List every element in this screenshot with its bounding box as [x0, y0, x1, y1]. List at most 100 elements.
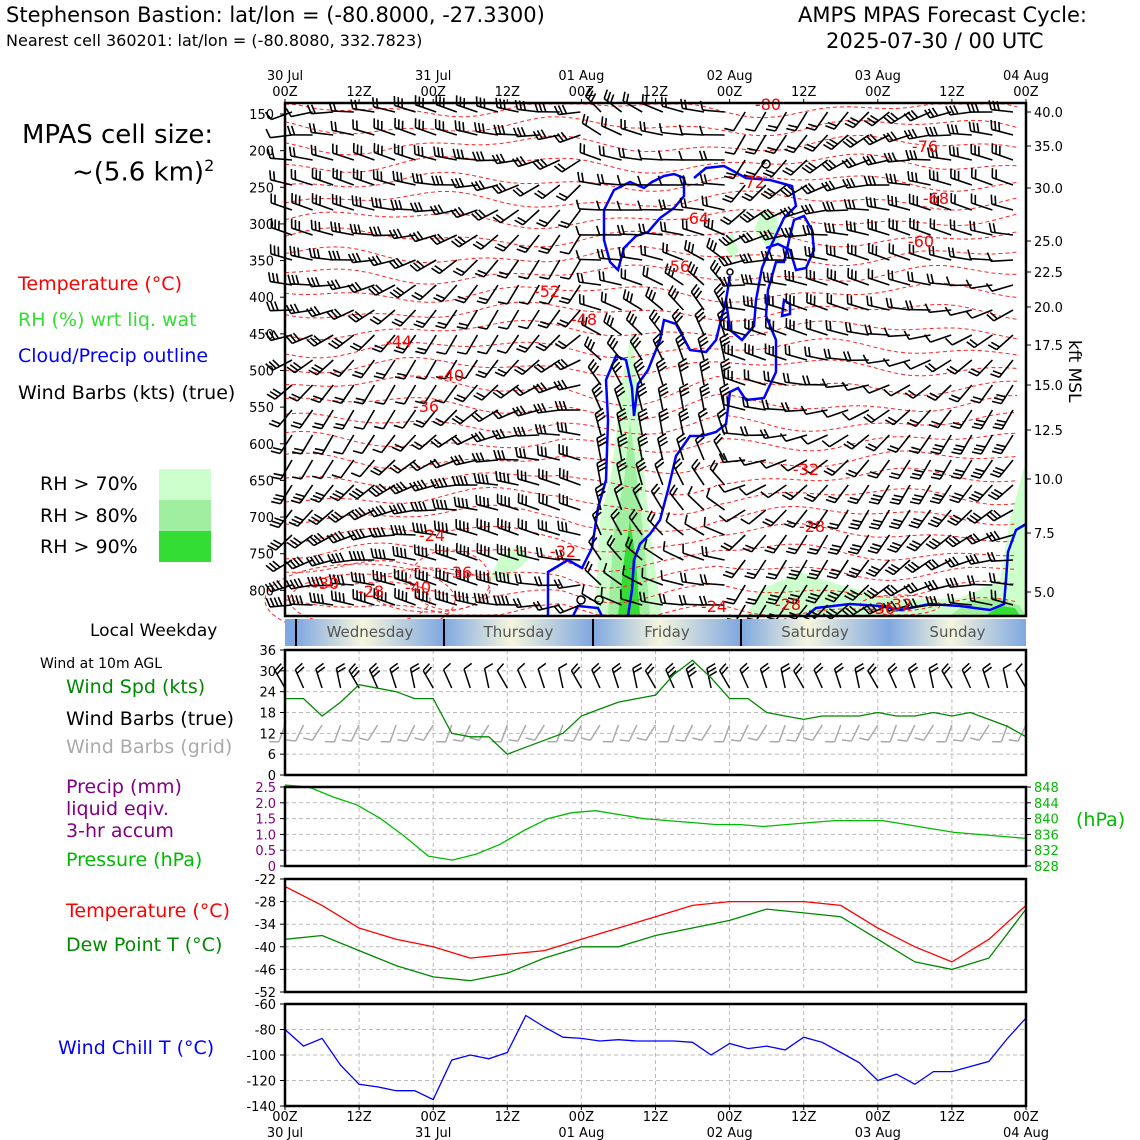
- true-wind-barb-flag: [867, 663, 875, 672]
- top-hour-label: 00Z: [717, 85, 743, 100]
- grid-wind-barb: [406, 724, 416, 742]
- cross-section-wind-barb-flag: [375, 506, 383, 515]
- cross-section-wind-barb-flag: [678, 175, 683, 185]
- cross-section-wind-barb-flag: [299, 595, 304, 605]
- true-wind-barb: [867, 670, 879, 689]
- cross-section-wind-barb-flag: [679, 197, 683, 208]
- cross-section-wind-barb-flag: [870, 497, 881, 502]
- true-wind-barb: [1015, 670, 1027, 689]
- cross-section-wind-barb-flag: [437, 521, 441, 531]
- cross-section-wind-barb-flag: [865, 604, 874, 613]
- cross-section-wind-barb-flag: [271, 520, 282, 526]
- cross-section-wind-barb-flag: [471, 452, 477, 463]
- cross-section-wind-barb-flag: [516, 347, 526, 353]
- altitude-tick-label: 10.0: [1034, 473, 1063, 488]
- cross-section-wind-barb-flag: [933, 595, 938, 606]
- cross-section-wind-barb-flag: [367, 257, 375, 266]
- cross-section-wind-barb: [744, 459, 766, 466]
- cross-section-wind-barb-flag: [334, 511, 343, 519]
- legend-precip-liquid: liquid eqiv.: [66, 798, 169, 820]
- cross-section-wind-barb-flag: [423, 524, 428, 534]
- cross-section-wind-barb-flag: [334, 396, 344, 401]
- cross-section-wind-barb-flag: [479, 452, 485, 462]
- cross-section-wind-barb-flag: [311, 475, 322, 480]
- cross-section-wind-barb-flag: [358, 507, 366, 515]
- cross-section-wind-barb-flag: [414, 291, 424, 298]
- cross-section-wind-barb-flag: [949, 365, 959, 373]
- cross-section-wind-barb-flag: [675, 332, 684, 340]
- cross-section-wind-barb-flag: [950, 124, 955, 134]
- cross-section-wind-barb-flag: [312, 425, 322, 430]
- rh80-swatch: [159, 500, 211, 531]
- altitude-tick-label: 35.0: [1034, 140, 1063, 155]
- cross-section-wind-barb-flag: [473, 394, 483, 401]
- cross-section-wind-barb-flag: [767, 124, 778, 129]
- cross-section-wind-barb-flag: [394, 525, 399, 535]
- cross-section-wind-barb-flag: [634, 486, 643, 495]
- cross-section-wind-barb-flag: [360, 550, 366, 561]
- cross-section-wind-barb-flag: [724, 127, 734, 132]
- cross-section-wind-barb-flag: [821, 182, 828, 192]
- cross-section-wind-barb-flag: [419, 173, 424, 184]
- cross-section-wind-barb-flag: [332, 369, 343, 375]
- cross-section-wind-barb-flag: [586, 338, 593, 349]
- cross-section-wind-barb-flag: [515, 187, 525, 195]
- cross-section-wind-barb-flag: [848, 469, 858, 475]
- cross-section-wind-barb-flag: [847, 592, 857, 599]
- cross-section-wind-barb-flag: [866, 295, 869, 306]
- cross-section-wind-barb-flag: [413, 323, 423, 329]
- cross-section-wind-barb-flag: [712, 262, 719, 272]
- cross-section-wind-barb-flag: [965, 536, 973, 545]
- cross-section-wind-barb-flag: [745, 397, 749, 408]
- cross-section-wind-barb-flag: [617, 411, 627, 419]
- cross-section-wind-barb-flag: [766, 272, 770, 282]
- y-tick-label: 0.5: [255, 844, 276, 859]
- cross-section-wind-barb-flag: [806, 225, 811, 235]
- cross-section-wind-barb: [526, 309, 540, 329]
- cross-section-wind-barb-flag: [389, 291, 399, 299]
- cross-section-wind-barb-flag: [989, 511, 998, 520]
- cross-section-wind-barb-flag: [521, 426, 526, 436]
- cross-section-wind-barb-flag: [787, 185, 796, 193]
- cross-section-wind-barb-flag: [537, 324, 548, 329]
- cross-section-wind-barb-flag: [702, 595, 708, 606]
- temperature-contour: [284, 580, 1018, 604]
- cross-section-wind-barb: [340, 459, 355, 479]
- cross-section-wind-barb-flag: [810, 225, 815, 235]
- cross-section-wind-barb-flag: [561, 104, 568, 114]
- cross-section-wind-barb-flag: [273, 301, 279, 311]
- true-wind-barb: [718, 670, 731, 689]
- cross-section-wind-barb-flag: [334, 279, 341, 289]
- cross-section-wind-barb-flag: [952, 146, 956, 156]
- cross-section-wind-barb-flag: [868, 501, 879, 505]
- cross-section-wind-barb-flag: [738, 487, 747, 496]
- cross-section-wind-barb-flag: [456, 149, 461, 159]
- cross-section-wind-barb-flag: [532, 601, 540, 611]
- cross-section-wind-barb-flag: [292, 147, 296, 157]
- cross-section-wind-barb-flag: [746, 296, 750, 306]
- cross-section-bg: [285, 103, 1026, 616]
- cross-section-wind-barb-flag: [268, 562, 278, 570]
- cross-section-wind-barb-flag: [948, 145, 952, 156]
- cross-section-wind-barb-flag: [950, 475, 961, 480]
- pressure-tick-label: 750: [249, 548, 274, 563]
- cross-section-wind-barb-flag: [495, 214, 505, 222]
- cross-section-wind-barb-flag: [609, 337, 616, 347]
- cross-section-wind-barb-flag: [852, 519, 862, 523]
- bottom-hour-label: 12Z: [643, 1110, 669, 1125]
- true-wind-barb: [537, 668, 546, 689]
- cross-section-wind-barb-flag: [966, 341, 975, 349]
- cross-section-wind-barb-flag: [310, 398, 320, 404]
- cross-section-wind-barb-flag: [383, 572, 387, 583]
- cross-section-wind-barb-flag: [596, 458, 606, 465]
- cross-section-wind-barb-flag: [994, 397, 1004, 402]
- cross-section-wind-barb-flag: [520, 126, 526, 137]
- cross-section-wind-barb-flag: [968, 534, 977, 543]
- cross-section-wind-barb-flag: [990, 119, 993, 130]
- cross-section-wind-barb-flag: [891, 472, 901, 477]
- cross-section-wind-barb-flag: [432, 420, 442, 427]
- cross-section-wind-barb-flag: [658, 383, 668, 390]
- cross-section-wind-barb-flag: [678, 361, 688, 369]
- cross-section-wind-barb-flag: [330, 310, 339, 319]
- true-wind-barb-flag: [983, 666, 993, 674]
